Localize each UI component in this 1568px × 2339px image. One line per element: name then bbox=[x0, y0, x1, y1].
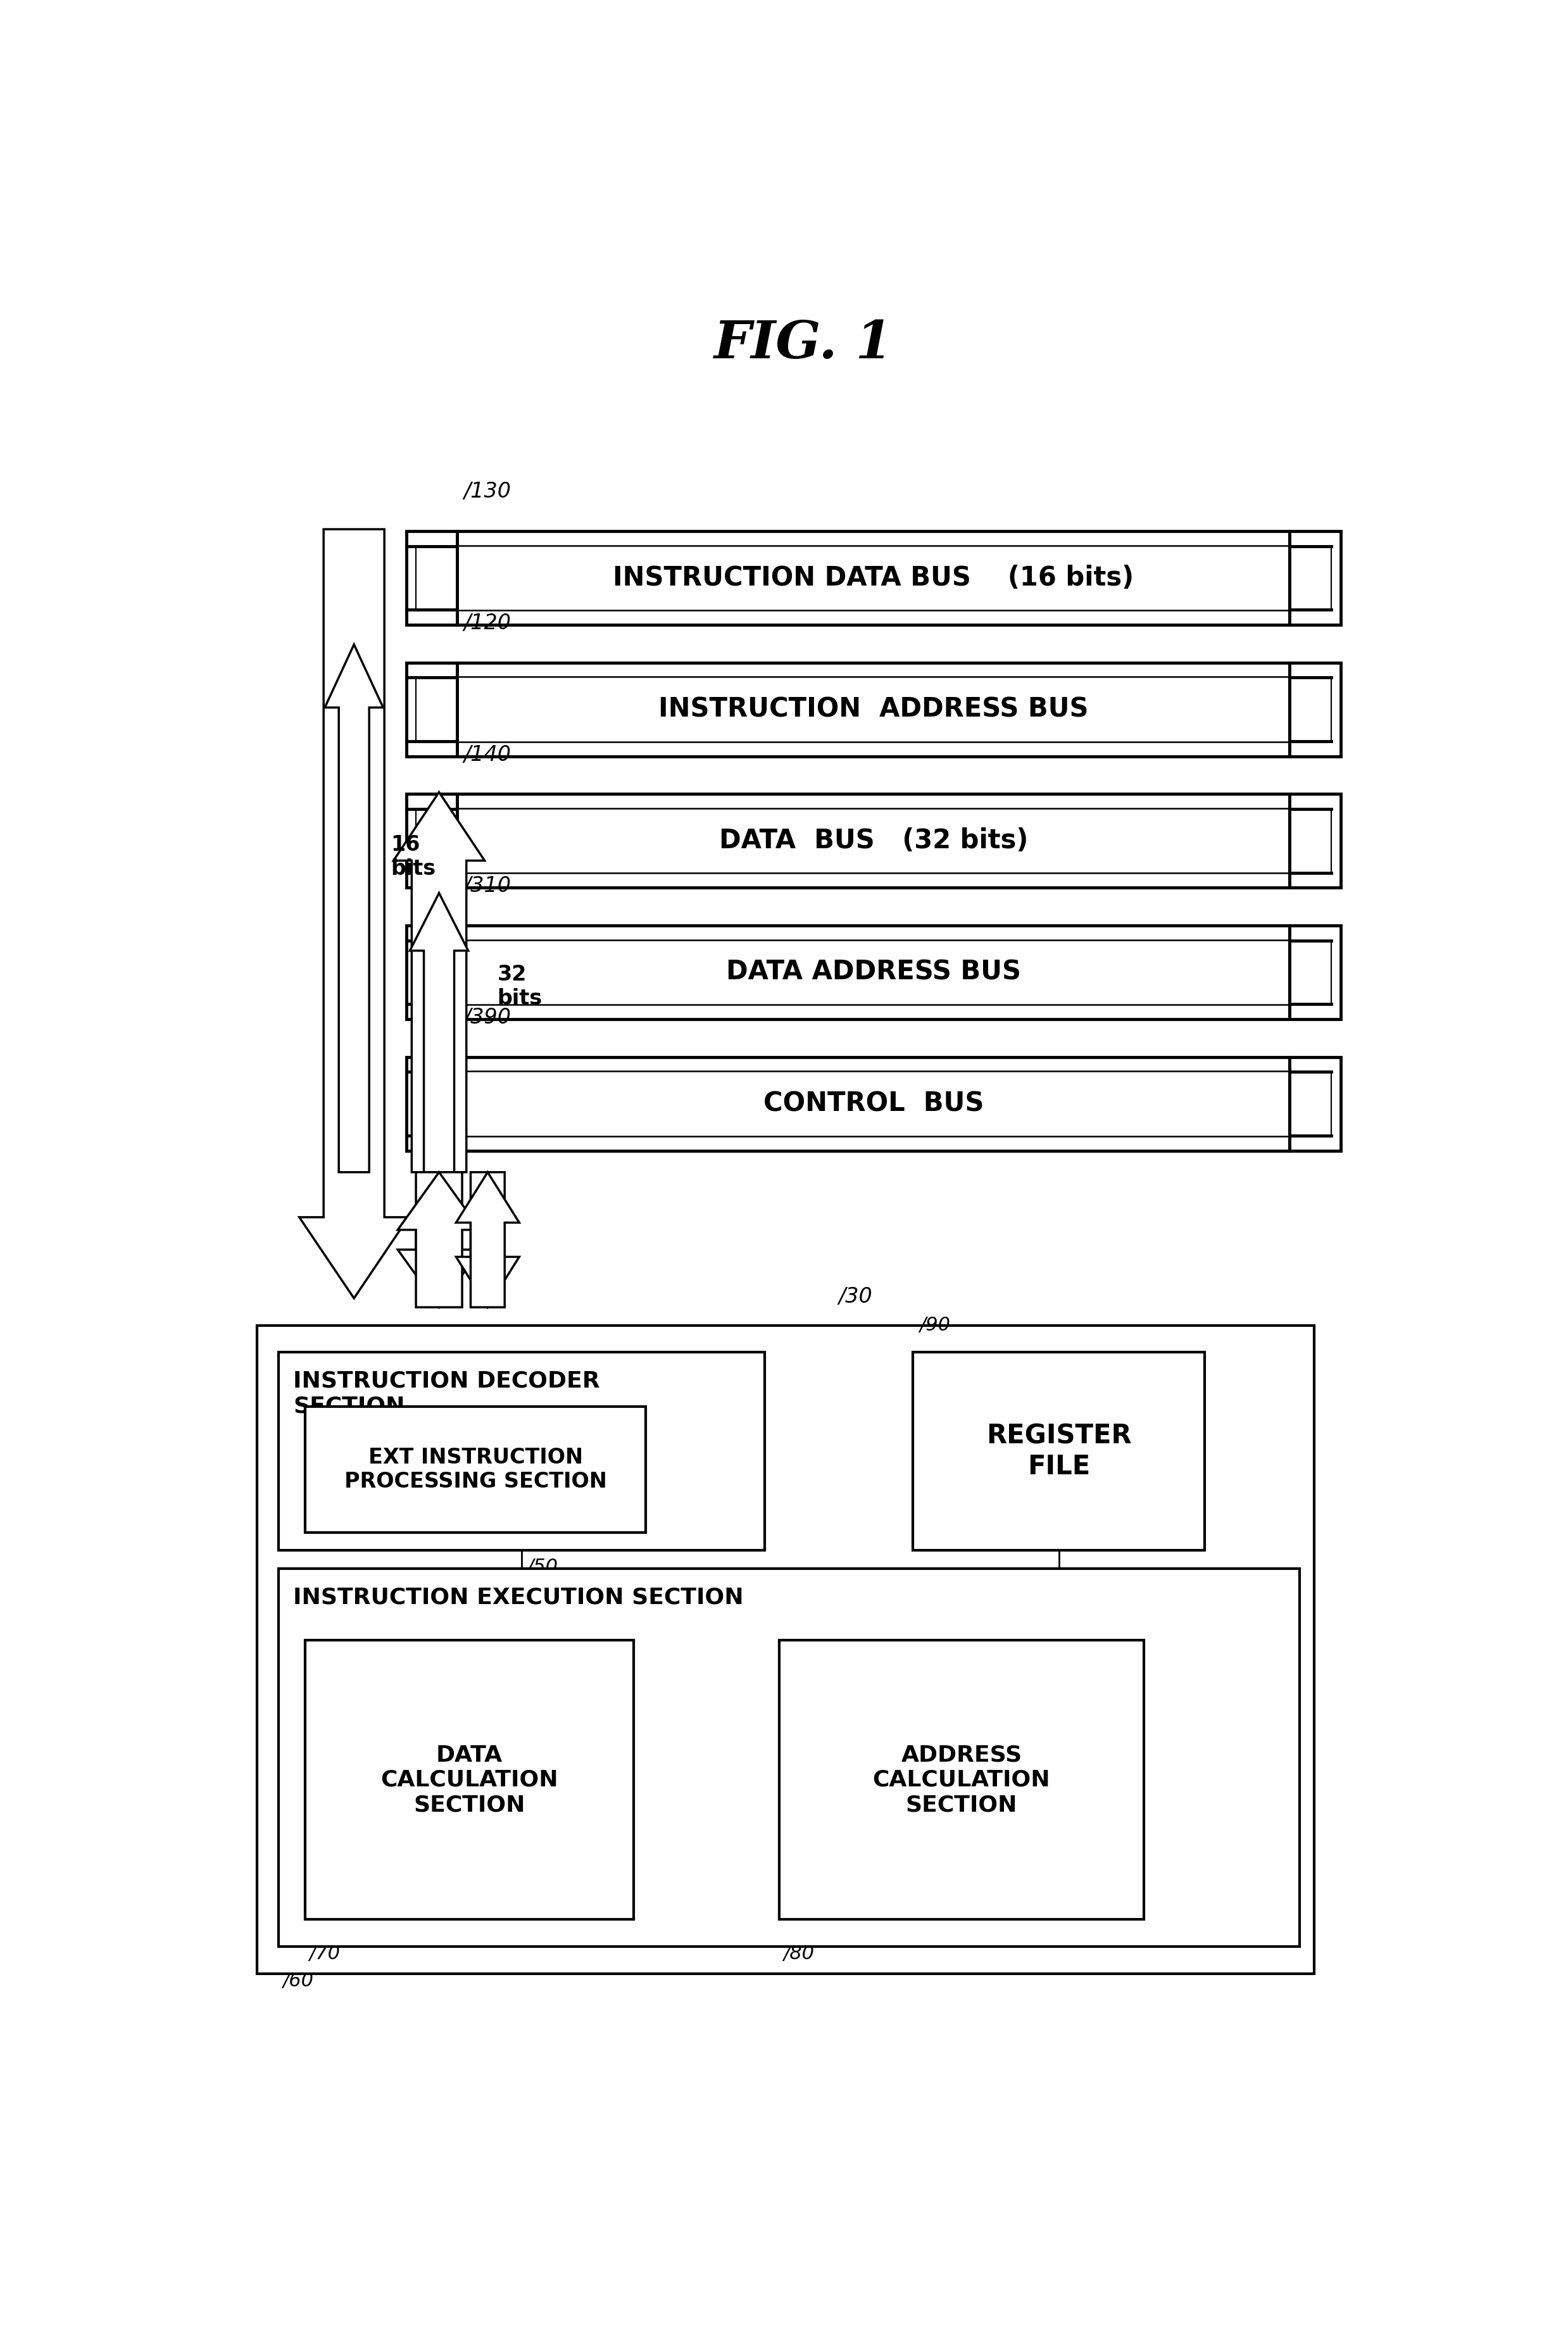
Text: /390: /390 bbox=[464, 1008, 511, 1029]
Bar bbox=[1289, 662, 1341, 755]
Text: 16
bits: 16 bits bbox=[390, 835, 436, 879]
Bar bbox=[279, 1569, 1300, 1946]
Text: /40: /40 bbox=[282, 1576, 314, 1593]
Bar bbox=[1289, 926, 1341, 1020]
Bar bbox=[458, 531, 1289, 625]
Bar bbox=[458, 662, 1289, 755]
FancyArrow shape bbox=[398, 1172, 480, 1308]
Bar bbox=[279, 1352, 765, 1551]
Text: /90: /90 bbox=[919, 1317, 950, 1333]
Text: INSTRUCTION DATA BUS    (16 bits): INSTRUCTION DATA BUS (16 bits) bbox=[613, 564, 1134, 592]
Text: DATA
CALCULATION
SECTION: DATA CALCULATION SECTION bbox=[381, 1745, 558, 1815]
FancyArrow shape bbox=[456, 1172, 519, 1308]
Bar bbox=[306, 1406, 646, 1532]
FancyArrow shape bbox=[398, 1172, 480, 1308]
Text: INSTRUCTION EXECUTION SECTION: INSTRUCTION EXECUTION SECTION bbox=[293, 1586, 743, 1607]
Bar bbox=[1289, 531, 1341, 625]
Text: CONTROL  BUS: CONTROL BUS bbox=[764, 1090, 983, 1118]
Text: /130: /130 bbox=[464, 482, 511, 503]
Bar bbox=[1289, 793, 1341, 886]
FancyArrow shape bbox=[299, 529, 409, 1298]
Text: /140: /140 bbox=[464, 744, 511, 765]
Text: /30: /30 bbox=[839, 1286, 872, 1308]
Text: EXT INSTRUCTION
PROCESSING SECTION: EXT INSTRUCTION PROCESSING SECTION bbox=[345, 1448, 607, 1492]
Text: 32
bits: 32 bits bbox=[497, 964, 543, 1008]
Bar bbox=[913, 1352, 1204, 1551]
Bar bbox=[406, 662, 458, 755]
FancyArrow shape bbox=[456, 1172, 519, 1308]
Text: /50: /50 bbox=[527, 1558, 558, 1576]
Bar bbox=[306, 1640, 633, 1920]
FancyArrow shape bbox=[325, 646, 383, 1172]
Bar bbox=[458, 926, 1289, 1020]
Bar bbox=[458, 1057, 1289, 1151]
Bar bbox=[406, 531, 458, 625]
Text: /80: /80 bbox=[782, 1944, 814, 1962]
Text: DATA  BUS   (32 bits): DATA BUS (32 bits) bbox=[718, 828, 1029, 854]
Text: /60: /60 bbox=[282, 1972, 314, 1990]
Text: FIG. 1: FIG. 1 bbox=[713, 318, 894, 370]
Bar bbox=[779, 1640, 1145, 1920]
Text: /310: /310 bbox=[464, 875, 511, 896]
Text: INSTRUCTION  ADDRESS BUS: INSTRUCTION ADDRESS BUS bbox=[659, 697, 1088, 723]
FancyArrow shape bbox=[394, 793, 485, 1172]
Text: INSTRUCTION DECODER
SECTION: INSTRUCTION DECODER SECTION bbox=[293, 1371, 601, 1417]
Bar bbox=[458, 793, 1289, 886]
FancyArrow shape bbox=[409, 893, 469, 1172]
Text: /120: /120 bbox=[464, 613, 511, 634]
Text: /70: /70 bbox=[309, 1944, 340, 1962]
Text: REGISTER
FILE: REGISTER FILE bbox=[986, 1422, 1132, 1481]
Text: DATA ADDRESS BUS: DATA ADDRESS BUS bbox=[726, 959, 1021, 985]
Bar bbox=[406, 926, 458, 1020]
Text: ADDRESS
CALCULATION
SECTION: ADDRESS CALCULATION SECTION bbox=[873, 1745, 1051, 1815]
Bar bbox=[406, 1057, 458, 1151]
Bar bbox=[1289, 1057, 1341, 1151]
Bar bbox=[406, 793, 458, 886]
Bar bbox=[257, 1326, 1314, 1974]
